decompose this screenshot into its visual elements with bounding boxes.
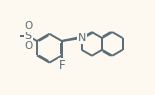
Text: O: O xyxy=(24,41,32,51)
Text: N: N xyxy=(78,33,86,43)
Text: S: S xyxy=(25,31,32,41)
Text: O: O xyxy=(24,21,32,31)
Text: F: F xyxy=(59,59,65,72)
